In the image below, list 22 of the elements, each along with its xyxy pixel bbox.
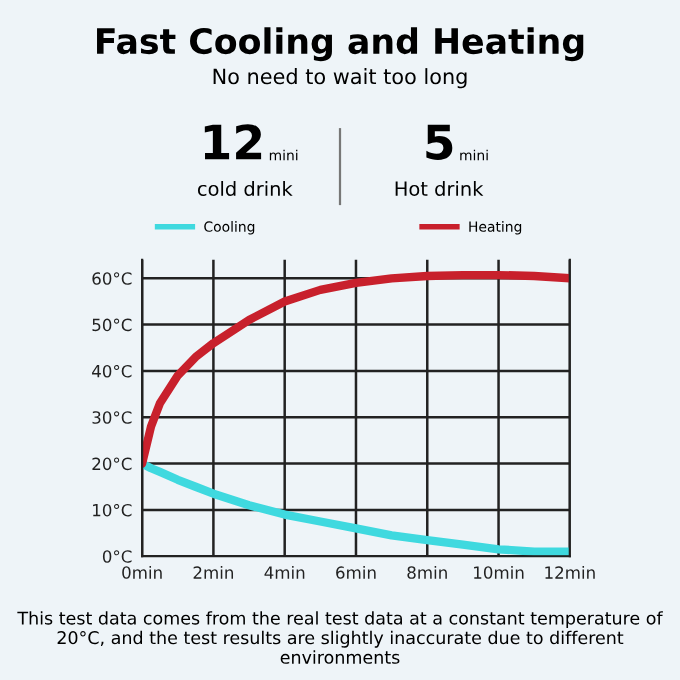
line-series (142, 270, 570, 468)
chart-title: Fast Cooling and Heating (97, 27, 584, 62)
text: This test data comes from the real test data at a constant temperature of 20°C, and the test results are slightly inaccurate due to different environments (17, 611, 663, 664)
text: 12 (204, 124, 262, 160)
x-tick-label: 10min (474, 565, 524, 579)
y-tick-label: 10°C (93, 503, 132, 517)
text: cold drink (197, 180, 293, 197)
text: Hot drink (395, 180, 484, 197)
text: 5 (426, 124, 453, 160)
chart-subtitle: No need to wait too long (213, 68, 467, 89)
x-tick-label: 2min (193, 565, 234, 579)
x-tick-label: 4min (264, 565, 305, 579)
x-tick-label: 6min (336, 565, 376, 579)
y-tick-label: 50°C (92, 318, 132, 332)
y-tick-label: 60°C (92, 272, 132, 285)
y-tick-label: 20°C (92, 457, 132, 471)
x-tick-label: 12min (545, 565, 595, 579)
y-tick-label: 40°C (92, 364, 132, 378)
y-tick-label: 30°C (92, 411, 132, 424)
y-tick-label: 0°C (102, 550, 132, 563)
x-tick-label: 0min (122, 565, 162, 579)
x-tick-label: 8min (407, 565, 447, 579)
